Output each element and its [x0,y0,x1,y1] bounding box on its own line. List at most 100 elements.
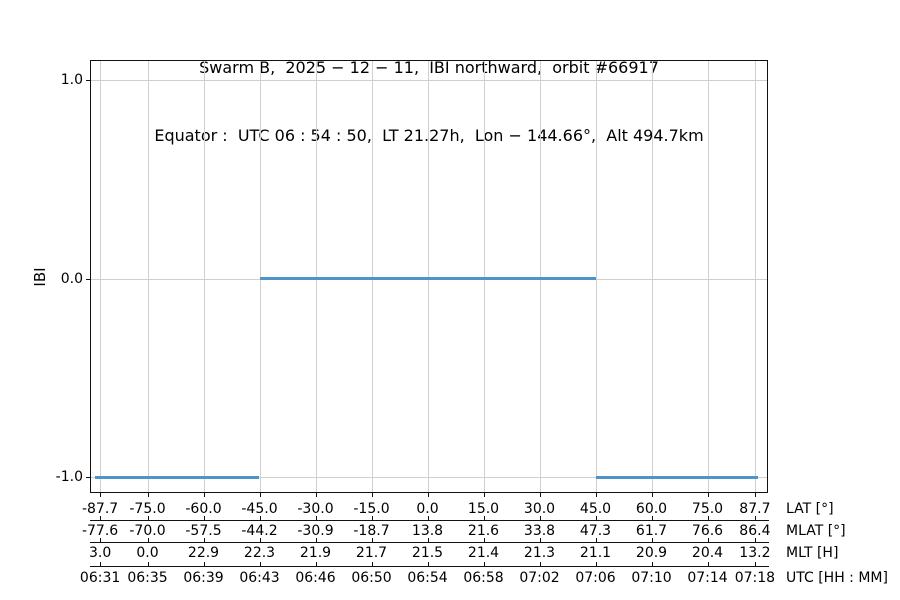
x-tick-label: 06:50 [351,569,392,586]
x-tick-label: -45.0 [241,501,278,517]
x-tick-label: 21.9 [299,544,332,561]
vertical-gridline [100,60,102,493]
x-tick-label: 07:02 [519,569,560,586]
x-tick-mark [259,516,261,520]
x-tick-mark [371,538,373,542]
x-tick-mark [315,562,317,566]
x-tick-label: 07:06 [575,569,616,586]
x-tick-label: 21.6 [467,523,500,539]
x-tick-label: 13.2 [739,544,771,561]
x-tick-mark [100,562,102,566]
x-tick-mark [539,562,541,566]
x-tick-label: 45.0 [579,501,612,517]
vertical-gridline [483,60,485,493]
vertical-gridline [371,60,373,493]
x-tick-mark [371,516,373,520]
x-tick-label: 07:18 [734,569,776,586]
x-tick-mark [371,493,373,497]
x-tick-label: -75.0 [129,501,166,517]
x-tick-mark [707,538,709,542]
x-tick-mark [147,493,149,497]
x-tick-mark [595,493,597,497]
axis-row-name: MLAT [°] [786,523,846,539]
y-tick-label: 0.0 [60,270,83,287]
axis-row-name: MLT [H] [786,544,839,561]
x-tick-mark [147,562,149,566]
x-tick-label: -30.0 [297,501,334,517]
x-tick-mark [483,516,485,520]
vertical-gridline [595,60,597,493]
x-tick-mark [315,493,317,497]
x-tick-label: 20.4 [691,544,724,561]
x-tick-mark [100,516,102,520]
x-tick-mark [315,516,317,520]
x-tick-mark [707,493,709,497]
x-tick-mark [595,562,597,566]
x-tick-mark [539,538,541,542]
x-tick-mark [754,538,756,542]
x-tick-label: 22.9 [187,544,220,561]
x-tick-mark [147,516,149,520]
x-tick-label: 21.1 [579,544,612,561]
x-tick-label: -70.0 [129,523,166,539]
x-tick-label: -18.7 [353,523,390,539]
y-tick-mark [86,477,90,479]
axis-row-name: UTC [HH : MM] [786,569,888,586]
x-tick-label: 06:31 [79,569,121,586]
x-tick-label: -57.5 [185,523,222,539]
horizontal-gridline [90,477,768,479]
x-tick-label: -60.0 [185,501,222,517]
x-tick-mark [539,493,541,497]
ibi-line-segment [595,475,758,479]
vertical-gridline [754,60,756,493]
x-tick-label: 21.4 [467,544,500,561]
x-tick-label: 06:35 [127,569,168,586]
x-tick-label: 0.0 [136,544,159,561]
x-tick-label: 30.0 [523,501,556,517]
axis-row-line [90,520,769,521]
x-tick-label: 3.0 [88,544,112,561]
x-tick-mark [259,538,261,542]
x-tick-label: -77.6 [81,523,119,539]
x-tick-label: 21.5 [411,544,444,561]
x-tick-mark [595,516,597,520]
x-tick-label: 06:54 [407,569,448,586]
x-tick-mark [427,538,429,542]
x-tick-label: 87.7 [739,501,771,517]
x-tick-mark [427,493,429,497]
x-tick-label: 13.8 [411,523,444,539]
x-tick-mark [259,493,261,497]
title-block: Swarm B, 2025 − 12 − 11, IBI northward, … [90,12,768,192]
x-tick-label: 47.3 [579,523,612,539]
vertical-gridline [315,60,317,493]
vertical-gridline [259,60,261,493]
x-tick-label: 60.0 [635,501,668,517]
x-tick-mark [754,562,756,566]
x-tick-mark [427,562,429,566]
x-tick-label: -15.0 [353,501,390,517]
x-tick-label: 86.4 [739,523,771,539]
x-tick-mark [100,538,102,542]
vertical-gridline [203,60,205,493]
x-tick-label: 06:46 [295,569,336,586]
ibi-line-segment [259,277,596,280]
y-tick-mark [86,79,90,81]
x-tick-label: 06:58 [463,569,504,586]
x-tick-label: -30.9 [297,523,334,539]
x-tick-mark [483,538,485,542]
x-tick-mark [651,562,653,566]
x-tick-mark [483,493,485,497]
ibi-line-segment [95,475,260,479]
x-tick-mark [707,516,709,520]
x-tick-mark [539,516,541,520]
x-tick-label: 07:14 [687,569,728,586]
x-tick-mark [651,516,653,520]
x-tick-mark [203,516,205,520]
x-tick-mark [100,493,102,497]
x-tick-mark [203,493,205,497]
x-tick-mark [595,538,597,542]
axis-row-line [90,542,769,543]
x-tick-label: 06:43 [239,569,280,586]
